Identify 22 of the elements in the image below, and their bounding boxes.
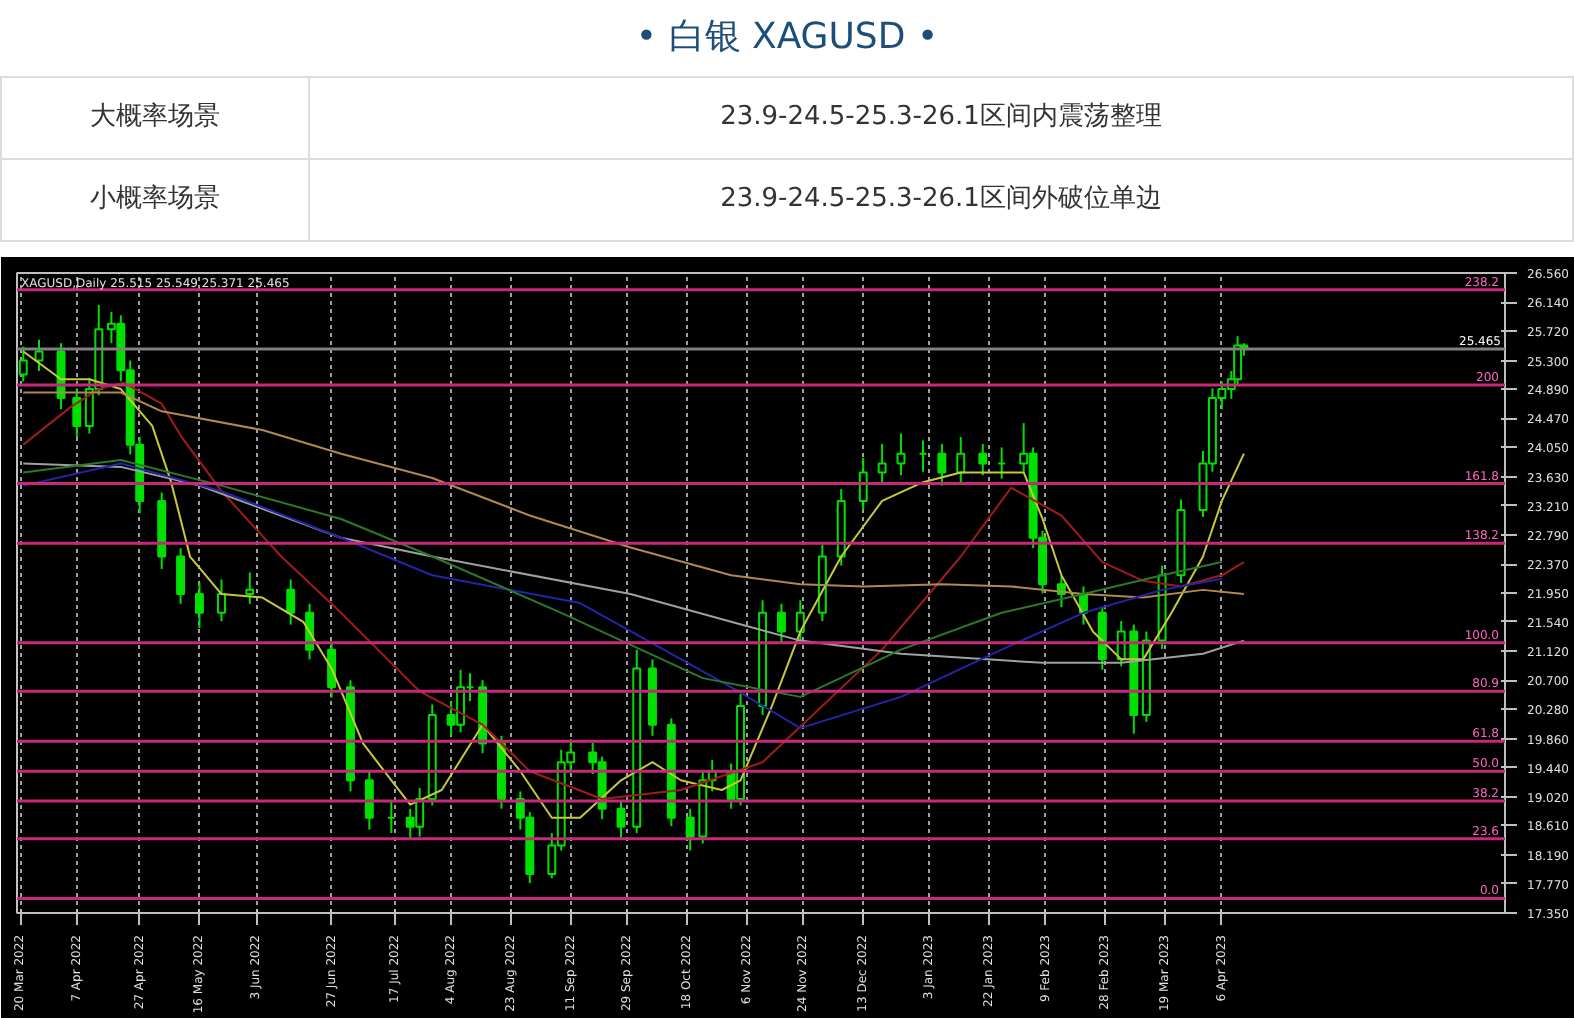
candlestick	[776, 602, 786, 643]
candlestick	[877, 442, 887, 484]
candlestick	[286, 578, 296, 626]
candlestick	[1097, 606, 1107, 671]
candlestick	[195, 581, 204, 630]
candlestick	[937, 442, 947, 487]
candlestick	[795, 599, 805, 643]
text: 23.9-24.5-25.3-26.1区间内震荡整理	[309, 77, 1573, 159]
text: 小概率场景	[1, 159, 309, 241]
candlestick	[176, 547, 186, 605]
candlestick	[616, 800, 626, 842]
candlestick	[978, 442, 988, 477]
candlestick	[245, 571, 255, 605]
candlestick	[217, 578, 226, 623]
candlestick	[72, 387, 82, 438]
text: 23.9-24.5-25.3-26.1区间外破位单边	[309, 159, 1573, 241]
chart-title: • 白银 XAGUSD •	[633, 14, 941, 62]
candlestick	[364, 769, 374, 831]
candlestick	[956, 436, 966, 484]
candlestick	[858, 456, 868, 511]
line-series	[22, 462, 1245, 664]
text: 大概率场景	[1, 77, 309, 159]
